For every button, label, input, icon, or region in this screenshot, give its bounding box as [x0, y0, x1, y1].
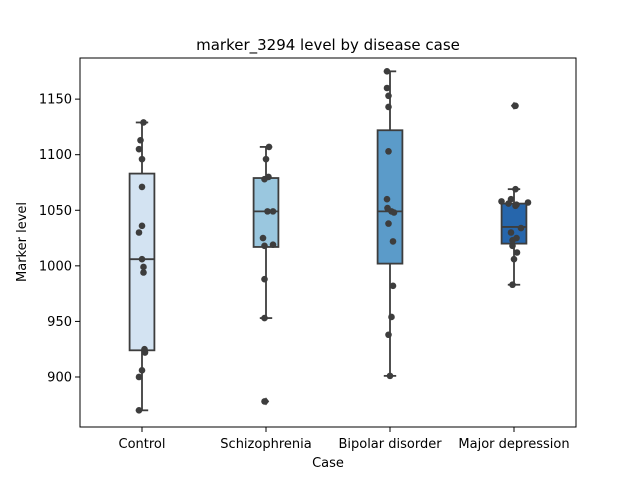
- data-point: [138, 367, 146, 374]
- x-tick-label: Schizophrenia: [220, 437, 311, 452]
- data-point: [389, 238, 397, 245]
- data-point: [513, 249, 521, 256]
- data-point: [390, 209, 398, 216]
- data-point: [261, 398, 268, 405]
- data-point: [507, 195, 515, 203]
- y-tick-label: 950: [47, 315, 72, 330]
- data-point: [383, 195, 391, 203]
- data-point: [510, 255, 518, 263]
- box-group: [252, 146, 280, 406]
- data-point: [138, 222, 146, 230]
- data-point: [385, 92, 392, 100]
- data-point: [140, 119, 147, 126]
- data-point: [513, 201, 520, 209]
- data-point: [385, 331, 392, 339]
- data-point: [135, 407, 143, 414]
- data-point: [261, 275, 268, 283]
- y-tick-label: 1100: [39, 148, 72, 163]
- data-point: [262, 155, 270, 163]
- x-axis-ticks: Control Schizophrenia Bipolar disorder Majo…: [119, 427, 570, 452]
- data-point: [135, 229, 143, 236]
- data-point: [513, 234, 520, 242]
- data-point: [388, 313, 395, 321]
- data-point: [507, 229, 515, 236]
- data-point: [269, 208, 277, 215]
- data-point: [261, 242, 268, 250]
- data-point: [385, 103, 392, 111]
- data-point: [384, 204, 391, 212]
- data-point: [498, 198, 505, 205]
- data-point: [138, 183, 146, 191]
- data-point: [137, 136, 144, 144]
- data-point: [259, 234, 267, 242]
- data-point: [138, 155, 146, 163]
- data-point: [385, 148, 392, 155]
- data-point: [138, 255, 146, 263]
- y-tick-label: 1150: [39, 93, 72, 108]
- data-point: [517, 224, 525, 232]
- data-point: [135, 145, 143, 153]
- data-point: [265, 143, 273, 151]
- data-point: [265, 173, 272, 181]
- data-point: [509, 281, 516, 289]
- data-point: [135, 373, 143, 381]
- data-point: [264, 208, 271, 215]
- data-point: [141, 345, 148, 353]
- data-point: [512, 185, 519, 193]
- data-point: [524, 199, 532, 206]
- data-point: [383, 68, 391, 75]
- data-point: [140, 263, 147, 271]
- y-tick-label: 1000: [39, 259, 72, 274]
- y-tick-label: 900: [47, 370, 72, 385]
- y-axis-label: Marker level: [15, 202, 30, 282]
- data-point: [386, 372, 394, 380]
- strip-points: [135, 68, 532, 414]
- data-point: [383, 84, 391, 92]
- x-tick-label: Major depression: [458, 437, 569, 452]
- plot-area: [79, 57, 577, 428]
- data-point: [389, 282, 397, 290]
- data-point: [261, 314, 268, 322]
- chart-title: marker_3294 level by disease case: [196, 36, 460, 55]
- data-point: [385, 220, 392, 227]
- data-point: [509, 242, 516, 250]
- y-axis-ticks: 900 950 1000 1050 1100 1150: [39, 93, 80, 385]
- x-tick-label: Control: [119, 437, 166, 452]
- data-point: [269, 241, 277, 249]
- x-axis-label: Case: [312, 456, 344, 471]
- data-point: [512, 102, 519, 110]
- box-series: [128, 70, 528, 412]
- x-tick-label: Bipolar disorder: [338, 437, 442, 452]
- y-tick-label: 1050: [39, 204, 72, 219]
- data-point: [140, 269, 147, 276]
